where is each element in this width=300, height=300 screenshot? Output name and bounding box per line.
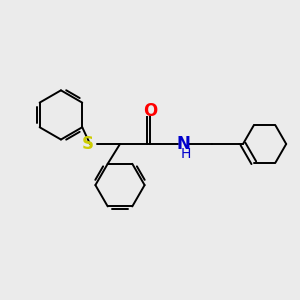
Text: O: O	[143, 102, 157, 120]
Text: H: H	[181, 147, 191, 160]
Text: S: S	[82, 135, 94, 153]
Text: N: N	[176, 135, 190, 153]
